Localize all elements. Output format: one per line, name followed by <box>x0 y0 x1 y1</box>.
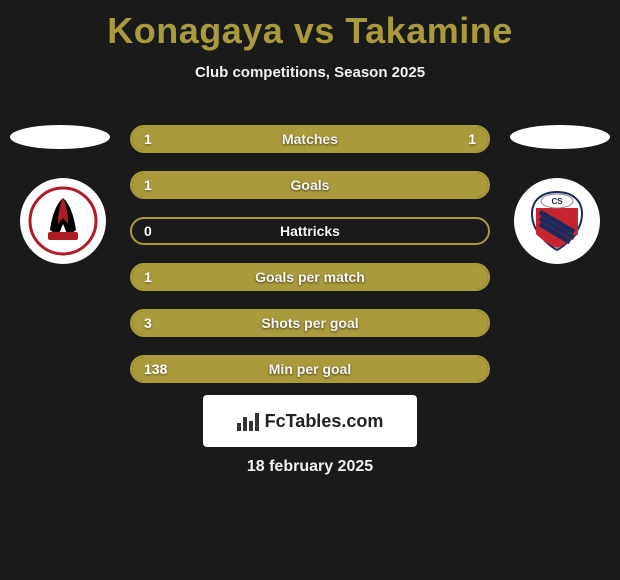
stat-bar: 0 Hattricks <box>130 217 490 245</box>
stats-column: 1 Matches 1 1 Goals 0 Hattricks 1 Goals per matc… <box>0 125 620 383</box>
stat-label: Min per goal <box>269 361 351 377</box>
stat-label: Goals per match <box>255 269 365 285</box>
stat-label: Matches <box>282 131 338 147</box>
stat-left-value: 3 <box>144 315 152 331</box>
branding-label: FcTables.com <box>265 411 384 432</box>
stat-left-value: 138 <box>144 361 167 377</box>
stat-bar: 1 Goals <box>130 171 490 199</box>
stat-left-value: 1 <box>144 131 152 147</box>
comparison-date: 18 february 2025 <box>0 458 620 476</box>
stat-bar: 1 Goals per match <box>130 263 490 291</box>
stat-left-value: 1 <box>144 269 152 285</box>
stat-label: Shots per goal <box>261 315 358 331</box>
page-title: Konagaya vs Takamine <box>0 0 620 52</box>
stat-label: Hattricks <box>280 223 340 239</box>
stat-bar: 138 Min per goal <box>130 355 490 383</box>
page-subtitle: Club competitions, Season 2025 <box>0 64 620 81</box>
stat-left-value: 0 <box>144 223 152 239</box>
fctables-branding: FcTables.com <box>203 395 417 447</box>
stat-right-value: 1 <box>468 131 476 147</box>
stat-label: Goals <box>291 177 330 193</box>
bar-chart-icon <box>237 411 259 431</box>
stat-bar: 3 Shots per goal <box>130 309 490 337</box>
stat-bar: 1 Matches 1 <box>130 125 490 153</box>
stat-left-value: 1 <box>144 177 152 193</box>
